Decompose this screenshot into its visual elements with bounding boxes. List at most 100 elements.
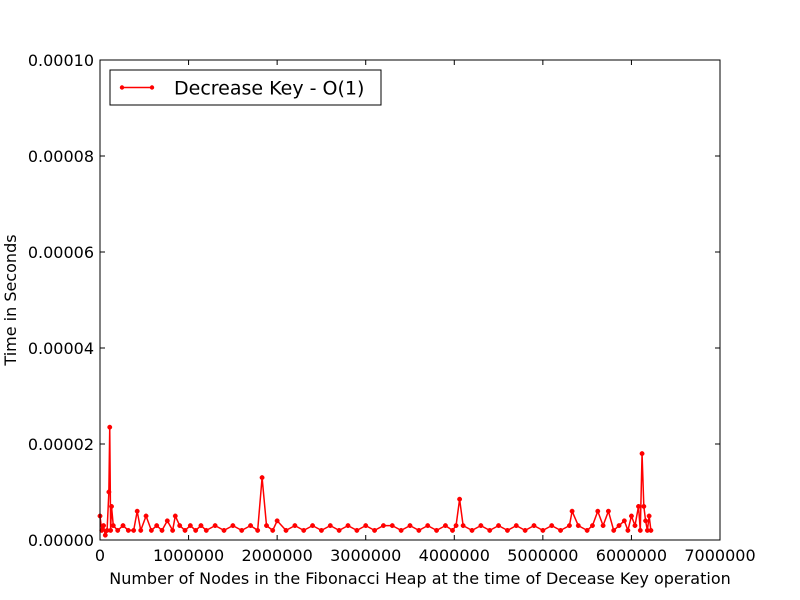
data-point: [590, 523, 595, 529]
data-point: [107, 424, 113, 430]
data-point: [310, 523, 316, 529]
legend-entry-label: Decrease Key - O(1): [174, 78, 364, 100]
data-point: [134, 508, 140, 514]
data-point: [453, 523, 459, 529]
data-point: [354, 527, 360, 533]
data-point: [531, 523, 537, 529]
data-point: [616, 523, 622, 529]
data-point: [621, 518, 627, 524]
data-point: [380, 523, 386, 529]
data-point: [131, 527, 137, 533]
x-tick-label: 5000000: [507, 546, 578, 565]
y-tick-label: 0.00004: [28, 339, 94, 358]
data-point: [513, 523, 519, 529]
axes: 0 1000000 2000000 3000000 4000000 5000000 6000…: [1, 51, 756, 588]
data-point: [487, 527, 493, 533]
data-point: [496, 523, 502, 529]
data-point: [109, 503, 114, 509]
data-point: [425, 523, 431, 529]
data-point: [389, 523, 395, 529]
data-point: [407, 523, 413, 529]
legend-marker-left: [119, 85, 125, 90]
data-point: [177, 523, 183, 529]
data-point: [193, 527, 199, 533]
data-point: [102, 532, 108, 538]
data-point: [120, 523, 126, 529]
data-point: [600, 523, 606, 529]
data-point: [270, 527, 276, 533]
data-point: [643, 518, 649, 524]
data-point: [639, 451, 645, 457]
data-point: [648, 527, 654, 533]
data-point: [159, 527, 165, 533]
data-point: [372, 527, 378, 533]
data-point: [106, 489, 112, 495]
data-point: [203, 527, 209, 533]
series-line-0: [99, 426, 652, 536]
data-point: [230, 523, 236, 529]
x-tick-label: 0: [95, 546, 105, 565]
data-point: [318, 527, 324, 533]
data-point: [363, 523, 369, 529]
data-point: [646, 513, 652, 519]
data-point: [549, 523, 555, 529]
x-tick-label: 4000000: [419, 546, 490, 565]
data-point: [221, 527, 227, 533]
data-point: [125, 527, 131, 533]
data-point: [504, 527, 510, 533]
data-point: [625, 527, 631, 533]
data-point: [469, 527, 475, 533]
data-point: [264, 523, 269, 529]
data-point: [283, 527, 289, 533]
x-axis-label: Number of Nodes in the Fibonacci Heap at…: [109, 569, 731, 588]
data-point: [108, 527, 114, 533]
data-point: [569, 508, 575, 514]
x-tick-label: 2000000: [242, 546, 313, 565]
data-point: [540, 527, 546, 533]
data-point: [434, 527, 440, 533]
data-point: [274, 518, 280, 524]
data-point: [416, 527, 422, 533]
data-point: [595, 508, 601, 514]
y-tick-label: 0.00002: [28, 435, 94, 454]
data-point: [292, 523, 298, 529]
legend-box: [109, 69, 382, 106]
data-point: [115, 527, 121, 533]
data-point: [212, 523, 218, 529]
data-point: [154, 523, 160, 529]
data-point: [628, 513, 634, 519]
plot-frame: [99, 59, 721, 541]
data-point: [460, 523, 466, 529]
x-tick-label: 7000000: [684, 546, 755, 565]
data-point: [398, 527, 404, 533]
data-point: [584, 527, 590, 533]
data-point: [566, 523, 572, 529]
y-tick-label: 0.00008: [28, 147, 94, 166]
data-point: [558, 527, 564, 533]
data-point: [442, 523, 448, 529]
y-tick-label: 0.00006: [28, 243, 94, 262]
data-point: [450, 527, 455, 533]
data-point: [101, 523, 106, 529]
data-point: [301, 527, 307, 533]
data-point: [327, 523, 333, 529]
data-point: [148, 527, 154, 533]
data-point: [636, 503, 641, 509]
data-point: [172, 513, 178, 519]
data-point: [164, 518, 170, 524]
x-tick-label: 6000000: [596, 546, 667, 565]
data-point: [637, 527, 643, 533]
y-tick-label: 0.00000: [28, 531, 94, 550]
data-point: [478, 523, 484, 529]
data-point: [641, 503, 647, 509]
data-point: [143, 513, 149, 519]
data-point: [522, 527, 528, 533]
data-point: [605, 508, 611, 514]
data-point: [345, 523, 351, 529]
data-point: [248, 523, 254, 529]
data-point: [611, 527, 617, 533]
legend: Decrease Key - O(1): [109, 69, 382, 106]
data-point: [457, 496, 463, 502]
y-tick-label: 0.00010: [28, 51, 94, 70]
data-point: [632, 523, 638, 529]
